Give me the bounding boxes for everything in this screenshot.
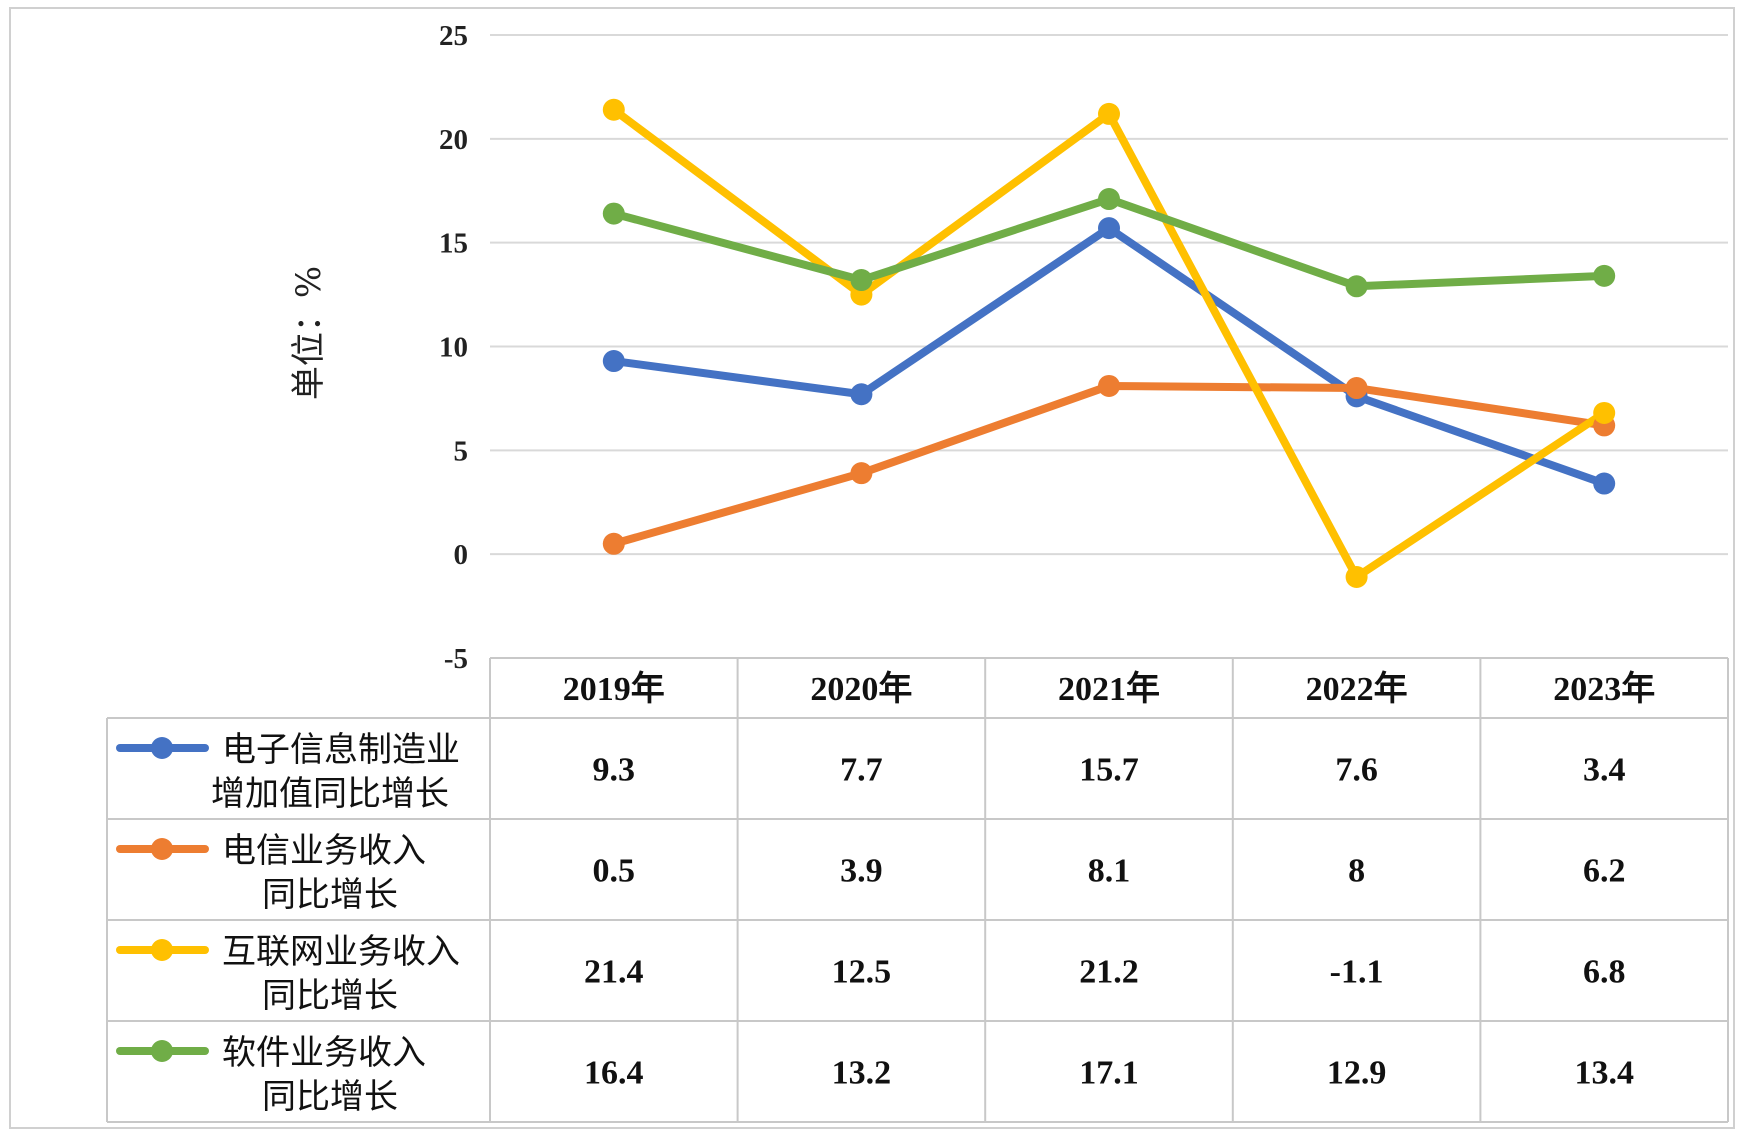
- data-value-cell: 7.7: [840, 752, 883, 789]
- data-value-cell: 8: [1348, 853, 1365, 890]
- y-tick-label: 0: [454, 539, 469, 571]
- data-value-cell: 6.2: [1583, 853, 1626, 890]
- y-axis-label: 单位：%: [289, 266, 329, 400]
- data-value-cell: 3.9: [840, 853, 883, 890]
- data-value-cell: 21.2: [1079, 954, 1139, 991]
- y-tick-label: 25: [439, 20, 468, 52]
- y-tick-label: 20: [439, 124, 468, 156]
- data-point: [1098, 217, 1120, 240]
- series-name: 软件业务收入: [222, 1033, 426, 1073]
- data-point: [1593, 401, 1616, 424]
- legend-key-marker: [151, 1040, 173, 1062]
- data-value-cell: 13.2: [832, 1055, 892, 1092]
- series-name: 同比增长: [262, 1077, 398, 1117]
- data-value-cell: 15.7: [1079, 752, 1139, 789]
- legend-key-marker: [151, 838, 173, 860]
- x-category-label: 2023年: [1553, 670, 1655, 708]
- data-value-cell: 6.8: [1583, 954, 1626, 991]
- data-point: [1593, 472, 1616, 495]
- data-point: [1098, 188, 1120, 211]
- data-point: [1593, 264, 1616, 287]
- data-point: [1345, 275, 1368, 298]
- series-line: [612, 381, 1605, 548]
- data-point: [1098, 374, 1120, 397]
- x-category-label: 2020年: [810, 670, 912, 708]
- series-name: 同比增长: [262, 875, 398, 915]
- data-point: [602, 202, 625, 225]
- x-category-label: 2021年: [1058, 670, 1160, 708]
- y-axis-ticks: 25 20 15 10 5 0 -5: [439, 20, 468, 675]
- series-name: 电信业务收入: [222, 831, 426, 871]
- chart-border: [9, 7, 1735, 1129]
- data-point: [1098, 102, 1120, 125]
- series-name: 同比增长: [262, 976, 398, 1016]
- data-value-cell: 16.4: [584, 1055, 644, 1092]
- data-point: [850, 462, 873, 485]
- data-point: [850, 269, 873, 292]
- y-tick-label: 15: [439, 228, 468, 260]
- series-line: [613, 224, 1606, 488]
- y-tick-label: -5: [444, 643, 468, 675]
- x-category-label: 2022年: [1306, 670, 1408, 708]
- data-point: [1345, 377, 1368, 400]
- data-value-cell: 8.1: [1088, 853, 1131, 890]
- y-tick-label: 10: [439, 332, 468, 364]
- data-value-cell: 12.9: [1327, 1055, 1387, 1092]
- data-point: [1345, 566, 1368, 589]
- data-value-cell: 9.3: [593, 752, 636, 789]
- series-name: 增加值同比增长: [211, 774, 449, 814]
- series-line: [611, 106, 1607, 582]
- data-value-cell: 3.4: [1583, 752, 1626, 789]
- data-point: [850, 383, 873, 406]
- data-value-cell: 7.6: [1335, 752, 1378, 789]
- series-lines: [602, 98, 1616, 589]
- data-value-cell: 17.1: [1079, 1055, 1139, 1092]
- x-category-label: 2019年: [563, 670, 665, 708]
- data-value-cell: 0.5: [593, 853, 636, 890]
- series-name: 电子信息制造业: [222, 730, 460, 770]
- data-value-cell: 21.4: [584, 954, 644, 991]
- data-point: [602, 350, 625, 373]
- data-value-cell: 12.5: [832, 954, 892, 991]
- y-tick-label: 5: [454, 435, 469, 467]
- data-point: [602, 98, 625, 121]
- data-value-cell: 13.4: [1574, 1055, 1634, 1092]
- data-point: [602, 532, 625, 555]
- legend-key-marker: [151, 737, 173, 759]
- data-value-cell: -1.1: [1330, 954, 1384, 991]
- legend-key-marker: [151, 939, 173, 961]
- series-name: 互联网业务收入: [222, 932, 460, 972]
